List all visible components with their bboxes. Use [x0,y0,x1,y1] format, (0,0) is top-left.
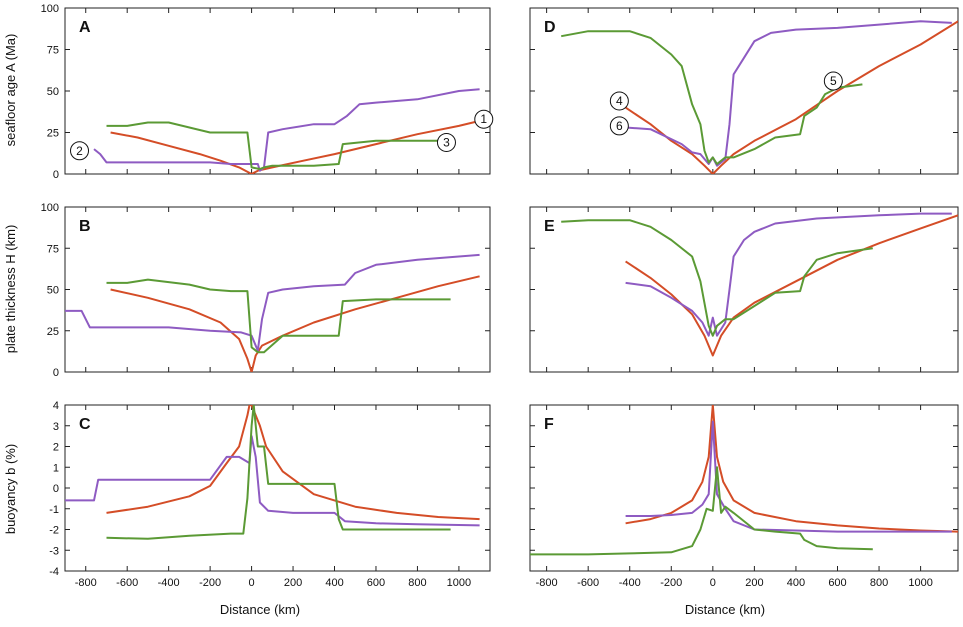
series-line-green [530,466,873,556]
callout-label: 6 [616,119,623,133]
panel-letter: A [79,19,91,36]
x-tick-label: 800 [870,577,888,589]
callout-circle [609,91,629,111]
x-axis-label-left: Distance (km) [220,602,300,617]
panel-c: -4 -3 -2 -1 0 1 2 3 4 -800 -600 -400 -200 0 200 400 600 8… [49,400,491,589]
x-tick-label: -400 [619,577,641,589]
x-tick-label: -600 [116,577,138,589]
series-line-red [106,405,480,521]
y-tick-label: 3 [53,421,59,433]
panel-frame [529,206,959,373]
y-tick-label: 50 [47,285,59,297]
series-line-green [561,219,873,337]
series-line-green [106,405,451,540]
panel-e: E [529,206,959,373]
y-axis-label-thickness: plate thickness H (km) [3,225,18,354]
x-tick-label: -200 [199,577,221,589]
y-tick-label: 75 [47,45,59,57]
y-tick-label: 0 [53,367,59,379]
y-tick-label: -1 [49,504,59,516]
y-tick-label: 100 [41,3,59,15]
panel-frame [529,404,959,572]
panel-a: 0 25 50 75 100 A 1 2 3 [41,3,494,181]
y-axis-label-buoyancy: buoyancy b (%) [3,444,18,534]
callout-circle [474,109,494,129]
panel-frame [529,7,959,175]
x-axis-label-right: Distance (km) [685,602,765,617]
series-line-purple [625,212,952,337]
panel-frame [64,7,491,175]
x-tick-label: -200 [660,577,682,589]
panel-d: D 4 5 6 [529,7,959,175]
y-tick-label: 25 [47,326,59,338]
x-tick-label: 0 [710,577,716,589]
x-tick-label: 800 [408,577,426,589]
series-line-purple [93,88,480,172]
x-tick-label: 400 [787,577,805,589]
panel-letter: F [544,416,554,433]
y-tick-label: 50 [47,86,59,98]
y-tick-label: 2 [53,442,59,454]
x-tick-label: 600 [828,577,846,589]
x-tick-label: 200 [284,577,302,589]
panel-letter: D [544,19,556,36]
y-tick-label: -2 [49,525,59,537]
y-tick-label: 100 [41,202,59,214]
panel-letter: B [79,218,91,235]
y-tick-label: 25 [47,128,59,140]
series-line-red [110,119,480,174]
y-tick-label: 1 [53,462,59,474]
y-tick-label: -4 [49,566,59,578]
callout-label: 4 [616,94,623,108]
y-tick-label: 4 [53,400,59,412]
callout-circle [436,132,456,152]
x-tick-label: -400 [158,577,180,589]
series-line-red [625,405,958,533]
panel-frame [64,404,491,572]
callout-label: 2 [76,144,83,158]
series-line-purple [65,253,480,352]
callout-label: 1 [480,112,487,126]
x-tick-label: -800 [75,577,97,589]
series-line-green [106,121,451,170]
x-tick-label: -600 [577,577,599,589]
panel-f: -800 -600 -400 -200 0 200 400 600 800 1000 F [529,404,959,589]
series-line-purple [65,435,480,527]
series-line-red [110,275,480,372]
x-tick-label: 200 [745,577,763,589]
series-line-red [625,20,958,174]
series-line-green [106,278,451,354]
y-axis-label-age: seafloor age A (Ma) [3,34,18,147]
x-tick-label: -800 [536,577,558,589]
panels: 0255075100A1230255075100B-4-3-2-101234-8… [41,3,959,589]
y-tick-label: 75 [47,243,59,255]
panel-letter: C [79,416,91,433]
callout-circle [823,71,843,91]
x-tick-label: 0 [249,577,255,589]
callout-circle [609,116,629,136]
x-tick-label: 400 [325,577,343,589]
x-tick-label: 1000 [447,577,471,589]
callout-circle [70,141,90,161]
callout-label: 5 [830,74,837,88]
series-line-purple [625,420,952,533]
panel-letter: E [544,218,555,235]
panel-b: 0 25 50 75 100 B [41,202,491,379]
series-line-red [625,214,958,357]
series-line-green [561,30,863,165]
series-line-purple [625,20,952,167]
y-tick-label: 0 [53,169,59,181]
callout-label: 3 [443,135,450,149]
y-tick-label: 0 [53,483,59,495]
y-tick-label: -3 [49,545,59,557]
x-tick-label: 600 [367,577,385,589]
x-tick-label: 1000 [908,577,932,589]
